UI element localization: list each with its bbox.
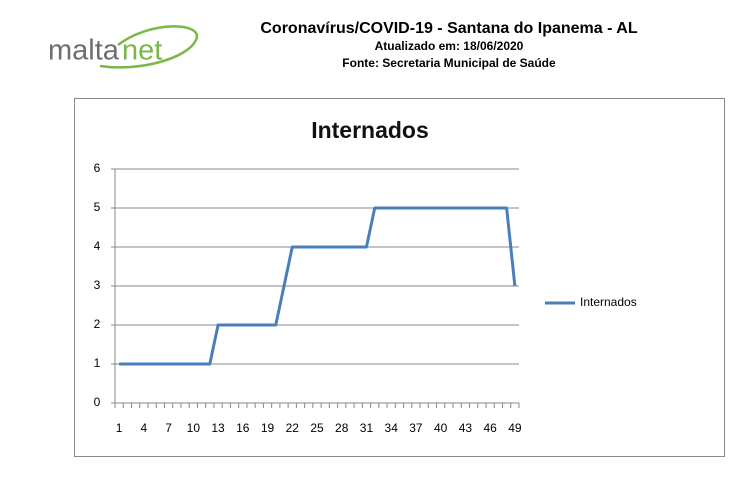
x-tick-label: 4 <box>141 421 148 435</box>
series-line <box>119 206 517 366</box>
x-tick-label: 25 <box>310 421 324 435</box>
y-tick-label: 1 <box>94 356 101 370</box>
x-tick-label: 34 <box>385 421 399 435</box>
source: Fonte: Secretaria Municipal de Saúde <box>342 56 556 70</box>
x-tick-label: 40 <box>434 421 448 435</box>
logo-swoosh <box>99 25 199 69</box>
legend-label: Internados <box>580 295 637 309</box>
updated: Atualizado em: 18/06/2020 <box>375 39 524 53</box>
y-tick-label: 6 <box>94 161 101 175</box>
x-tick-label: 10 <box>187 421 201 435</box>
page-title: Coronavírus/COVID-19 - Santana do Ipanem… <box>260 20 637 37</box>
chart-frame <box>74 98 725 457</box>
x-tick-label: 7 <box>165 421 172 435</box>
x-tick-label: 28 <box>335 421 349 435</box>
x-tick-label: 22 <box>286 421 300 435</box>
x-tick-label: 13 <box>211 421 225 435</box>
x-tick-label: 49 <box>508 421 522 435</box>
y-tick-label: 3 <box>94 278 101 292</box>
logo-text: malta <box>48 35 120 67</box>
x-tick-label: 31 <box>360 421 374 435</box>
chart-title: Internados <box>311 117 429 143</box>
x-tick-label: 19 <box>261 421 275 435</box>
logo-text: net <box>122 35 162 67</box>
x-tick-label: 43 <box>459 421 473 435</box>
x-tick-label: 16 <box>236 421 250 435</box>
x-tick-label: 37 <box>409 421 423 435</box>
y-tick-label: 4 <box>94 239 101 253</box>
y-tick-label: 5 <box>94 200 101 214</box>
x-tick-label: 1 <box>116 421 123 435</box>
x-tick-label: 46 <box>483 421 497 435</box>
y-tick-label: 0 <box>94 395 101 409</box>
y-tick-label: 2 <box>94 317 101 331</box>
